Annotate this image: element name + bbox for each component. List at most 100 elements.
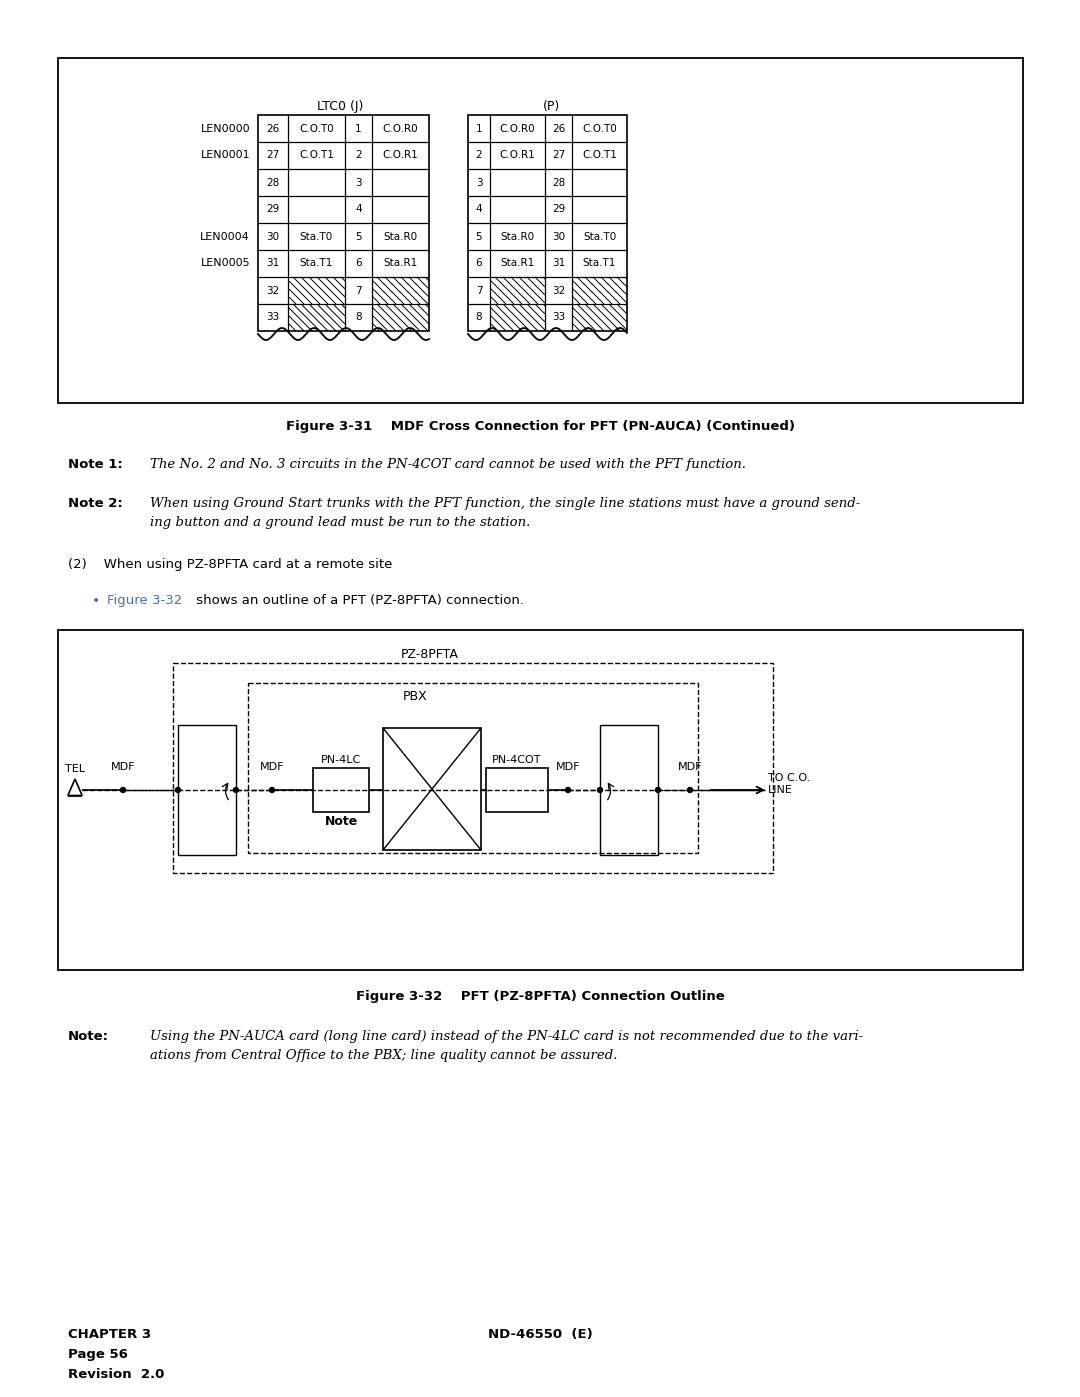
Text: 8: 8 — [355, 313, 362, 323]
Text: 26: 26 — [552, 123, 565, 134]
Text: 29: 29 — [552, 204, 565, 215]
Text: 32: 32 — [552, 285, 565, 296]
Text: PN-4COT: PN-4COT — [492, 754, 542, 766]
Text: (P): (P) — [543, 101, 561, 113]
Circle shape — [233, 788, 239, 792]
Text: 6: 6 — [475, 258, 483, 268]
Text: 6: 6 — [355, 258, 362, 268]
Text: 8: 8 — [475, 313, 483, 323]
Text: LEN0004: LEN0004 — [200, 232, 249, 242]
Text: C.O.R0: C.O.R0 — [500, 123, 536, 134]
Text: TEL: TEL — [65, 764, 85, 774]
Text: MDF: MDF — [556, 761, 580, 773]
Text: PBX: PBX — [403, 690, 428, 703]
Text: C.O.T1: C.O.T1 — [582, 151, 617, 161]
Text: Figure 3-32: Figure 3-32 — [107, 594, 183, 608]
Text: C.O.T0: C.O.T0 — [582, 123, 617, 134]
Bar — [178, 725, 237, 855]
Text: TO C.O.: TO C.O. — [768, 773, 810, 782]
Text: 33: 33 — [552, 313, 565, 323]
Circle shape — [270, 788, 274, 792]
Text: 28: 28 — [267, 177, 280, 187]
Text: Note 2:: Note 2: — [68, 497, 123, 510]
Text: C.O.T1: C.O.T1 — [299, 151, 334, 161]
Text: Sta.T0: Sta.T0 — [583, 232, 616, 242]
Circle shape — [656, 788, 661, 792]
Bar — [486, 768, 548, 812]
Text: 4: 4 — [475, 204, 483, 215]
Text: The No. 2 and No. 3 circuits in the PN-4COT card cannot be used with the PFT fun: The No. 2 and No. 3 circuits in the PN-4… — [150, 458, 746, 471]
Text: 32: 32 — [267, 285, 280, 296]
Text: LTC0 (J): LTC0 (J) — [316, 101, 363, 113]
Text: 3: 3 — [355, 177, 362, 187]
Text: •: • — [92, 594, 100, 608]
Text: ND-46550  (E): ND-46550 (E) — [488, 1329, 592, 1341]
Text: MDF: MDF — [260, 761, 284, 773]
Text: PN-4LC: PN-4LC — [321, 754, 361, 766]
Text: Sta.R1: Sta.R1 — [500, 258, 535, 268]
Text: MDF: MDF — [111, 761, 135, 773]
Text: (2)    When using PZ-8PFTA card at a remote site: (2) When using PZ-8PFTA card at a remote… — [68, 557, 392, 571]
Text: Sta.R0: Sta.R0 — [383, 232, 418, 242]
Text: 30: 30 — [552, 232, 565, 242]
Bar — [58, 59, 1023, 402]
Text: Sta.T1: Sta.T1 — [300, 258, 334, 268]
Text: 2: 2 — [475, 151, 483, 161]
Text: CHAPTER 3: CHAPTER 3 — [68, 1329, 151, 1341]
Text: 1: 1 — [355, 123, 362, 134]
Text: 3: 3 — [475, 177, 483, 187]
Text: shows an outline of a PFT (PZ-8PFTA) connection.: shows an outline of a PFT (PZ-8PFTA) con… — [192, 594, 524, 608]
Bar — [383, 728, 481, 849]
Text: Note:: Note: — [68, 1030, 109, 1044]
Text: Note: Note — [324, 814, 357, 828]
Text: 27: 27 — [267, 151, 280, 161]
Text: Sta.T0: Sta.T0 — [300, 232, 333, 242]
Text: LEN0000: LEN0000 — [201, 123, 249, 134]
Text: 30: 30 — [267, 232, 280, 242]
Text: LEN0001: LEN0001 — [201, 151, 249, 161]
Circle shape — [121, 788, 125, 792]
Text: ations from Central Office to the PBX; line quality cannot be assured.: ations from Central Office to the PBX; l… — [150, 1049, 618, 1062]
Text: Sta.T1: Sta.T1 — [583, 258, 617, 268]
Bar — [468, 115, 627, 331]
Bar — [313, 768, 369, 812]
Circle shape — [566, 788, 570, 792]
Text: LEN0005: LEN0005 — [201, 258, 249, 268]
Text: C.O.R1: C.O.R1 — [500, 151, 536, 161]
Text: LINE: LINE — [768, 785, 793, 795]
Text: C.O.R1: C.O.R1 — [382, 151, 418, 161]
Text: 1: 1 — [475, 123, 483, 134]
Text: 31: 31 — [552, 258, 565, 268]
Text: C.O.R0: C.O.R0 — [382, 123, 418, 134]
Text: Figure 3-32    PFT (PZ-8PFTA) Connection Outline: Figure 3-32 PFT (PZ-8PFTA) Connection Ou… — [355, 990, 725, 1003]
Text: 7: 7 — [355, 285, 362, 296]
Text: 28: 28 — [552, 177, 565, 187]
Text: 31: 31 — [267, 258, 280, 268]
Text: 4: 4 — [355, 204, 362, 215]
Circle shape — [688, 788, 692, 792]
Text: 29: 29 — [267, 204, 280, 215]
Text: 26: 26 — [267, 123, 280, 134]
Bar — [258, 115, 429, 331]
Text: When using Ground Start trunks with the PFT function, the single line stations m: When using Ground Start trunks with the … — [150, 497, 861, 510]
Bar — [248, 683, 698, 854]
Text: ing button and a ground lead must be run to the station.: ing button and a ground lead must be run… — [150, 515, 530, 529]
Bar — [600, 725, 658, 855]
Text: Note 1:: Note 1: — [68, 458, 123, 471]
Bar — [173, 664, 773, 873]
Text: 5: 5 — [475, 232, 483, 242]
Text: 27: 27 — [552, 151, 565, 161]
Text: MDF: MDF — [678, 761, 702, 773]
Text: 2: 2 — [355, 151, 362, 161]
Text: Page 56: Page 56 — [68, 1348, 127, 1361]
Text: PZ-8PFTA: PZ-8PFTA — [401, 648, 459, 661]
Text: 33: 33 — [267, 313, 280, 323]
Circle shape — [597, 788, 603, 792]
Text: Figure 3-31    MDF Cross Connection for PFT (PN-AUCA) (Continued): Figure 3-31 MDF Cross Connection for PFT… — [285, 420, 795, 433]
Text: Using the PN-AUCA card (long line card) instead of the PN-4LC card is not recomm: Using the PN-AUCA card (long line card) … — [150, 1030, 863, 1044]
Text: Sta.R1: Sta.R1 — [383, 258, 418, 268]
Text: Sta.R0: Sta.R0 — [500, 232, 535, 242]
Circle shape — [175, 788, 180, 792]
Text: 5: 5 — [355, 232, 362, 242]
Text: 7: 7 — [475, 285, 483, 296]
